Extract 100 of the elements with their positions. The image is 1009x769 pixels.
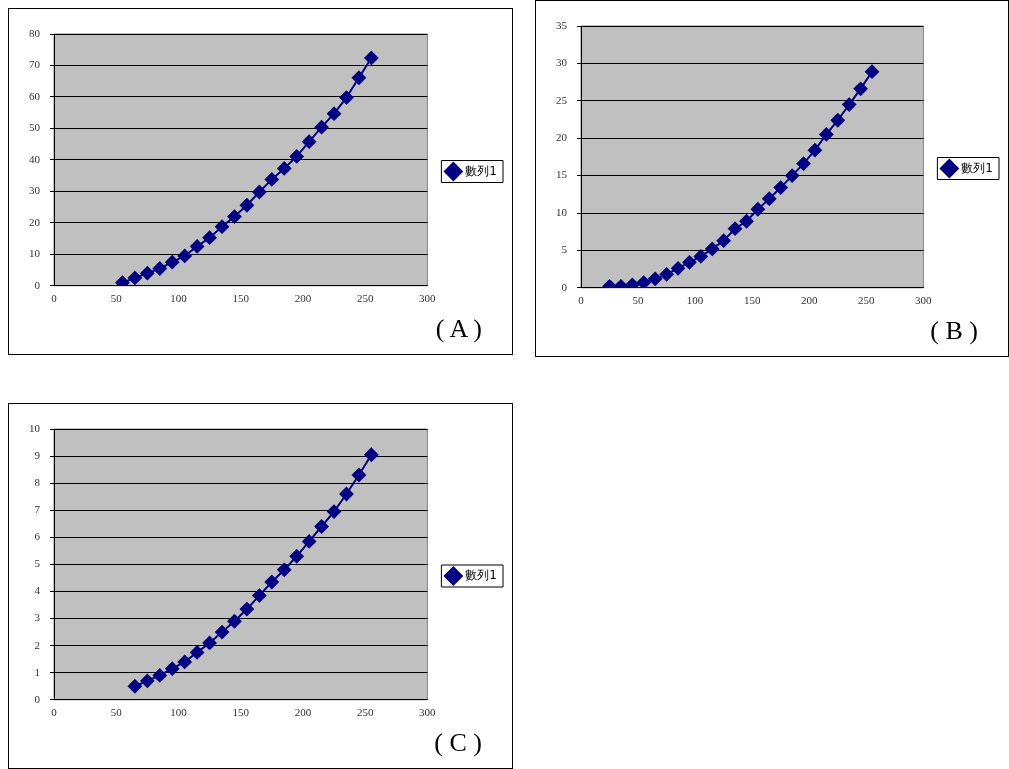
y-tick-label: 30 (556, 56, 568, 69)
y-tick-label: 50 (29, 121, 41, 134)
point (728, 221, 743, 236)
point (659, 267, 674, 282)
text: ( A ) (435, 314, 482, 344)
point (819, 127, 834, 142)
x-tick-label: 150 (232, 706, 250, 719)
text: ( C ) (434, 728, 482, 758)
point (227, 614, 242, 629)
x-tick-label: 0 (51, 706, 58, 719)
x-tick-label: 50 (110, 292, 123, 305)
y-tick-label: 2 (34, 638, 40, 651)
y-tick-label: 9 (34, 448, 41, 461)
x-tick-label: 250 (356, 292, 374, 305)
x-tick-label: 0 (51, 292, 58, 305)
y-tick-label: 25 (556, 93, 568, 106)
point (289, 149, 304, 164)
legend-label: 數列1 (465, 568, 498, 583)
point (314, 519, 329, 534)
x-tick-label: 50 (110, 706, 123, 719)
legend-label: 數列1 (961, 160, 994, 175)
point (252, 588, 267, 603)
point (152, 261, 167, 276)
y-tick-label: 30 (29, 184, 41, 197)
x-tick-label: 150 (232, 292, 250, 305)
point (215, 625, 230, 640)
point (264, 172, 279, 187)
point (327, 504, 342, 519)
x-tick-label: 250 (858, 294, 876, 307)
point (302, 134, 317, 149)
point (351, 468, 366, 483)
y-tick-label: 80 (29, 26, 41, 39)
point (762, 191, 777, 206)
point (202, 230, 217, 245)
point (239, 198, 254, 213)
point (865, 64, 880, 79)
x-tick-label: 100 (170, 706, 188, 719)
x-tick-label: 200 (800, 294, 818, 307)
point (190, 239, 205, 254)
y-tick-label: 5 (34, 557, 41, 570)
x-tick-label: 100 (170, 292, 188, 305)
point (277, 562, 292, 577)
point (190, 645, 205, 660)
x-tick-label: 50 (632, 294, 645, 307)
y-tick-label: 40 (29, 152, 41, 165)
point (165, 255, 180, 270)
y-tick-label: 0 (561, 280, 568, 293)
y-tick-label: 20 (29, 215, 41, 228)
point (716, 233, 731, 248)
point (202, 635, 217, 650)
point (140, 673, 155, 688)
x-tick-label: 200 (294, 706, 312, 719)
y-tick-label: 10 (556, 205, 568, 218)
point (239, 602, 254, 617)
point (215, 219, 230, 234)
point (671, 261, 685, 276)
point (252, 185, 267, 200)
point (853, 81, 868, 96)
text: ( B ) (930, 316, 978, 346)
point (339, 90, 354, 105)
point (289, 549, 304, 564)
point (127, 270, 142, 285)
point (339, 486, 354, 501)
point (842, 97, 857, 112)
y-tick-label: 7 (34, 503, 41, 516)
point (807, 143, 822, 158)
point (277, 161, 292, 176)
point (364, 447, 379, 462)
y-tick-label: 70 (29, 58, 41, 71)
y-tick-label: 35 (556, 18, 568, 31)
point (364, 50, 379, 65)
point (648, 271, 663, 286)
point (830, 113, 845, 128)
point (177, 654, 192, 669)
legend-label: 數列1 (465, 163, 498, 178)
point (739, 214, 754, 229)
y-tick-label: 1 (34, 665, 40, 678)
x-tick-label: 300 (419, 706, 437, 719)
y-tick-label: 10 (29, 421, 41, 434)
point (152, 668, 167, 683)
point (750, 202, 765, 217)
point (351, 70, 366, 85)
point (693, 249, 708, 264)
x-tick-label: 150 (743, 294, 761, 307)
point (705, 241, 720, 256)
y-tick-label: 15 (556, 168, 568, 181)
x-tick-label: 250 (356, 706, 374, 719)
point (773, 180, 788, 195)
point (165, 661, 180, 676)
point (682, 255, 697, 270)
point (264, 575, 279, 589)
point (314, 120, 329, 135)
point (796, 156, 811, 171)
x-tick-label: 300 (915, 294, 933, 307)
x-tick-label: 100 (686, 294, 704, 307)
y-tick-label: 0 (34, 278, 41, 291)
y-tick-label: 10 (29, 247, 41, 260)
point (227, 209, 242, 224)
x-tick-label: 200 (294, 292, 312, 305)
point (327, 106, 342, 121)
